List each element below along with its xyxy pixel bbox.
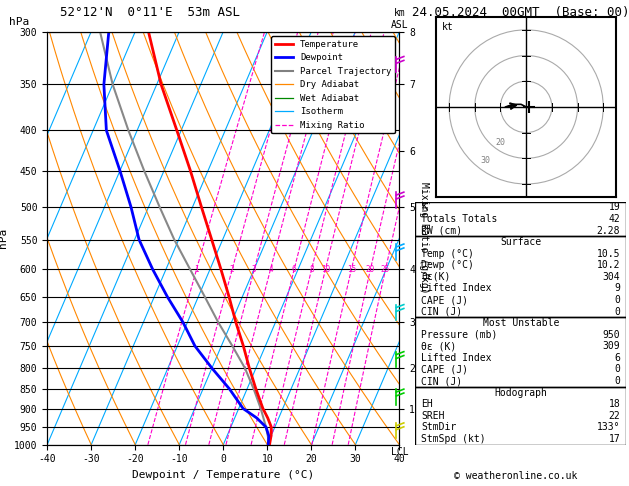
Text: 950: 950 bbox=[603, 330, 620, 340]
Text: 18: 18 bbox=[608, 399, 620, 409]
Text: 2: 2 bbox=[230, 265, 235, 274]
Text: 24.05.2024  00GMT  (Base: 00): 24.05.2024 00GMT (Base: 00) bbox=[412, 6, 629, 19]
Text: CAPE (J): CAPE (J) bbox=[421, 295, 469, 305]
Text: Lifted Index: Lifted Index bbox=[421, 353, 492, 363]
Text: StmDir: StmDir bbox=[421, 422, 457, 433]
Text: 15: 15 bbox=[347, 265, 356, 274]
Bar bbox=[415, 317, 626, 387]
Text: kt: kt bbox=[442, 22, 453, 32]
Text: K: K bbox=[421, 203, 427, 212]
Text: 6: 6 bbox=[615, 353, 620, 363]
Text: 0: 0 bbox=[615, 376, 620, 386]
X-axis label: Dewpoint / Temperature (°C): Dewpoint / Temperature (°C) bbox=[132, 470, 314, 480]
Text: CIN (J): CIN (J) bbox=[421, 307, 462, 316]
Text: Surface: Surface bbox=[500, 237, 542, 247]
Text: km
ASL: km ASL bbox=[391, 8, 408, 30]
Bar bbox=[415, 236, 626, 317]
Text: hPa: hPa bbox=[9, 17, 30, 27]
Text: 0: 0 bbox=[615, 295, 620, 305]
Text: 20: 20 bbox=[366, 265, 375, 274]
Bar bbox=[415, 387, 626, 445]
Text: 0: 0 bbox=[615, 307, 620, 316]
Text: 10: 10 bbox=[321, 265, 330, 274]
Text: LCL: LCL bbox=[391, 447, 408, 457]
Text: 30: 30 bbox=[480, 156, 490, 165]
Text: SREH: SREH bbox=[421, 411, 445, 421]
Text: EH: EH bbox=[421, 399, 433, 409]
Text: 9: 9 bbox=[615, 283, 620, 294]
Text: 8: 8 bbox=[309, 265, 314, 274]
Text: Most Unstable: Most Unstable bbox=[482, 318, 559, 328]
Text: Lifted Index: Lifted Index bbox=[421, 283, 492, 294]
Text: StmSpd (kt): StmSpd (kt) bbox=[421, 434, 486, 444]
Y-axis label: hPa: hPa bbox=[0, 228, 8, 248]
Text: 304: 304 bbox=[603, 272, 620, 282]
Text: 133°: 133° bbox=[597, 422, 620, 433]
Text: θε (K): θε (K) bbox=[421, 341, 457, 351]
Text: © weatheronline.co.uk: © weatheronline.co.uk bbox=[454, 471, 577, 481]
Text: Hodograph: Hodograph bbox=[494, 388, 547, 398]
Text: Dewp (°C): Dewp (°C) bbox=[421, 260, 474, 270]
Text: 22: 22 bbox=[608, 411, 620, 421]
Text: 42: 42 bbox=[608, 214, 620, 224]
Bar bbox=[415, 202, 626, 236]
Text: 6: 6 bbox=[292, 265, 296, 274]
Y-axis label: Mixing Ratio (g/kg): Mixing Ratio (g/kg) bbox=[419, 182, 429, 294]
Text: 309: 309 bbox=[603, 341, 620, 351]
Text: 25: 25 bbox=[381, 265, 390, 274]
Text: 0: 0 bbox=[615, 364, 620, 375]
Text: Pressure (mb): Pressure (mb) bbox=[421, 330, 498, 340]
Text: 4: 4 bbox=[268, 265, 273, 274]
Text: θε(K): θε(K) bbox=[421, 272, 451, 282]
Text: CAPE (J): CAPE (J) bbox=[421, 364, 469, 375]
Text: Temp (°C): Temp (°C) bbox=[421, 249, 474, 259]
Text: Totals Totals: Totals Totals bbox=[421, 214, 498, 224]
Text: 3: 3 bbox=[252, 265, 257, 274]
Text: 10.2: 10.2 bbox=[597, 260, 620, 270]
Text: CIN (J): CIN (J) bbox=[421, 376, 462, 386]
Text: 52°12'N  0°11'E  53m ASL: 52°12'N 0°11'E 53m ASL bbox=[60, 6, 240, 19]
Text: 1: 1 bbox=[194, 265, 199, 274]
Text: 2.28: 2.28 bbox=[597, 226, 620, 236]
Text: 17: 17 bbox=[608, 434, 620, 444]
Text: 20: 20 bbox=[495, 139, 505, 147]
Text: PW (cm): PW (cm) bbox=[421, 226, 462, 236]
Legend: Temperature, Dewpoint, Parcel Trajectory, Dry Adiabat, Wet Adiabat, Isotherm, Mi: Temperature, Dewpoint, Parcel Trajectory… bbox=[271, 36, 395, 134]
Text: 10.5: 10.5 bbox=[597, 249, 620, 259]
Text: 19: 19 bbox=[608, 203, 620, 212]
